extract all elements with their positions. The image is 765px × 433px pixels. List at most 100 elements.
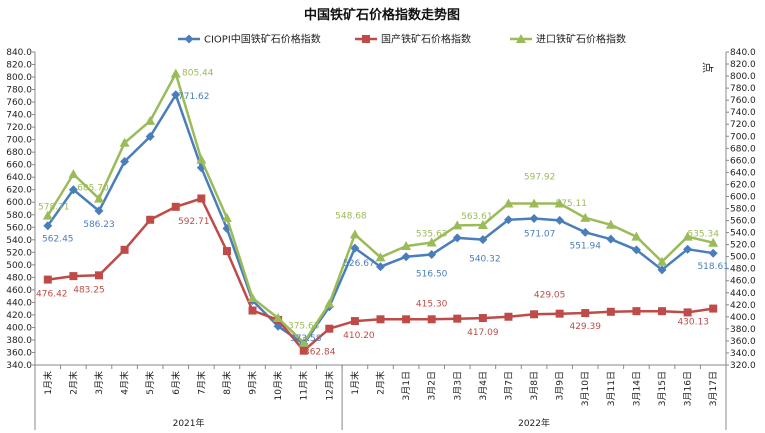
series-3-point — [605, 219, 616, 229]
series-2-point — [171, 202, 180, 211]
right-tick-label: 820.0 — [730, 60, 756, 70]
right-tick-label: 800.0 — [730, 72, 756, 82]
data-label: 526.67 — [343, 259, 375, 269]
x-tick-label: 6月末 — [170, 371, 182, 395]
right-tick-label: 380.0 — [730, 325, 756, 335]
left-tick-label: 540.0 — [6, 236, 32, 246]
left-tick-label: 800.0 — [6, 73, 32, 83]
series-layer — [42, 68, 719, 355]
right-tick-label: 320.0 — [730, 361, 756, 371]
series-2-point — [555, 309, 564, 318]
right-tick-label: 640.0 — [730, 168, 756, 178]
data-label: 771.62 — [178, 92, 210, 102]
data-label: 415.30 — [416, 299, 448, 309]
series-3-point — [221, 212, 232, 222]
series-2-point — [376, 315, 385, 324]
x-tick-label: 3月7日 — [503, 371, 514, 400]
right-tick-label: 460.0 — [730, 277, 756, 287]
series-3-point — [119, 137, 130, 147]
series-3-point — [401, 241, 412, 251]
data-label: 540.32 — [469, 255, 501, 265]
series-3-point — [657, 256, 668, 266]
left-tick-label: 640.0 — [6, 173, 32, 183]
data-label: 429.05 — [534, 291, 566, 301]
x-tick-label: 3月末 — [93, 371, 105, 395]
series-3-point — [631, 231, 642, 241]
left-tick-label: 480.0 — [6, 273, 32, 283]
x-tick-label: 3月9日 — [555, 371, 566, 400]
series-3-point — [349, 229, 360, 239]
data-label: 373.58 — [290, 334, 322, 344]
series-1-point — [580, 227, 590, 237]
series-1-point — [606, 234, 616, 244]
x-tick-label: 3月17日 — [708, 371, 719, 406]
left-tick-label: 440.0 — [6, 298, 32, 308]
x-tick-label: 3月8日 — [529, 371, 540, 400]
legend-entry: 国产铁矿石价格指数 — [381, 33, 471, 46]
data-label: 375.63 — [288, 322, 320, 332]
left-tick-label: 760.0 — [6, 98, 32, 108]
series-1-point — [427, 250, 437, 260]
series-2-point — [350, 317, 359, 326]
right-tick-label: 760.0 — [730, 96, 756, 106]
series-1-point — [94, 206, 104, 216]
series-1-point — [171, 90, 181, 100]
series-3-point — [452, 220, 463, 230]
series-1-point — [503, 215, 513, 225]
series-3-point — [503, 198, 514, 208]
series-1-point — [120, 157, 130, 167]
series-3-point — [93, 193, 104, 203]
series-3-point — [477, 220, 488, 230]
series-1-point — [452, 233, 462, 243]
x-group-label: 2022年 — [518, 417, 550, 429]
right-tick-label: 600.0 — [730, 192, 756, 202]
x-group-label: 2021年 — [173, 417, 205, 429]
left-tick-label: 740.0 — [6, 111, 32, 121]
right-tick-label: 620.0 — [730, 180, 756, 190]
right-tick-label: 420.0 — [730, 301, 756, 311]
series-1-point — [478, 235, 488, 245]
x-tick-label: 3月1日 — [401, 371, 412, 400]
data-label: 805.44 — [182, 69, 214, 79]
series-2-point — [325, 324, 334, 333]
left-tick-label: 560.0 — [6, 223, 32, 233]
series-1-point — [555, 215, 565, 225]
x-tick-label: 10月末 — [272, 371, 284, 400]
series-3-point — [42, 210, 53, 220]
left-tick-label: 460.0 — [6, 286, 32, 296]
left-tick-label: 780.0 — [6, 86, 32, 96]
series-3-point — [708, 237, 719, 247]
data-label: 483.25 — [73, 285, 105, 295]
series-2-point — [120, 245, 129, 254]
series-2-point — [146, 215, 155, 224]
series-1-point — [401, 252, 411, 262]
series-2-point — [478, 314, 487, 323]
x-tick-label: 11月末 — [298, 371, 310, 400]
x-tick-label: 4月末 — [119, 371, 131, 395]
left-tick-label: 500.0 — [6, 261, 32, 271]
legend-marker — [184, 34, 194, 44]
left-tick-label: 380.0 — [6, 336, 32, 346]
x-tick-label: 1月末 — [42, 371, 54, 395]
x-tick-label: 3月15日 — [657, 371, 668, 406]
series-1-point — [43, 221, 53, 231]
x-tick-label: 2月末 — [375, 371, 387, 395]
right-tick-label: 700.0 — [730, 132, 756, 142]
data-label: 417.09 — [467, 328, 499, 338]
right-tick-label: 400.0 — [730, 313, 756, 323]
series-2-point — [94, 271, 103, 280]
right-tick-label: 780.0 — [730, 84, 756, 94]
left-tick-label: 360.0 — [6, 348, 32, 358]
left-tick-label: 340.0 — [6, 361, 32, 371]
series-1-point — [145, 132, 155, 142]
series-1-point — [683, 244, 693, 254]
series-3-point — [554, 198, 565, 208]
series-2-point — [683, 308, 692, 317]
data-label: 476.42 — [36, 290, 68, 300]
x-tick-label: 3月11日 — [606, 371, 617, 406]
series-2-point — [427, 315, 436, 324]
right-tick-label: 660.0 — [730, 156, 756, 166]
series-2-point — [299, 346, 308, 355]
left-tick-label: 420.0 — [6, 311, 32, 321]
data-label: 429.39 — [569, 322, 601, 332]
